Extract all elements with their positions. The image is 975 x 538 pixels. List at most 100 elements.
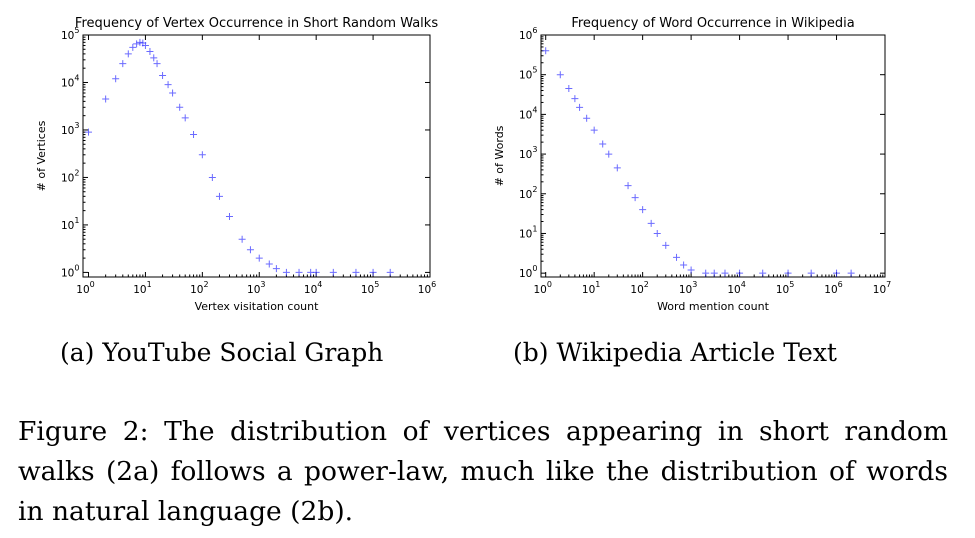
- data-point: [141, 42, 149, 50]
- y-tick-exponent: 3: [74, 121, 79, 130]
- y-tick-label: 102: [519, 185, 537, 201]
- data-point: [662, 241, 670, 249]
- data-point: [255, 254, 263, 262]
- y-tick-base: 10: [519, 149, 532, 161]
- y-tick-base: 10: [519, 70, 532, 82]
- x-tick-exponent: 1: [147, 280, 152, 289]
- data-point: [124, 50, 132, 58]
- subcaption-a: (a) YouTube Social Graph: [60, 338, 384, 367]
- x-tick-label: 105: [776, 280, 794, 296]
- data-point: [112, 75, 120, 83]
- x-tick-label: 102: [630, 280, 648, 296]
- y-tick-label: 101: [519, 224, 537, 240]
- x-tick-label: 106: [824, 280, 842, 296]
- data-point: [847, 269, 855, 277]
- x-tick-base: 10: [630, 284, 643, 296]
- data-point: [208, 173, 216, 181]
- y-tick-exponent: 2: [74, 168, 79, 177]
- x-tick-base: 10: [361, 284, 374, 296]
- data-point: [736, 269, 744, 277]
- x-tick-base: 10: [76, 284, 89, 296]
- data-point: [605, 150, 613, 158]
- y-tick-base: 10: [61, 267, 74, 279]
- x-tick-label: 100: [533, 280, 551, 296]
- y-tick-label: 103: [61, 121, 79, 137]
- x-tick-base: 10: [247, 284, 260, 296]
- data-point: [198, 151, 206, 159]
- data-point: [150, 54, 158, 62]
- data-point: [639, 206, 647, 214]
- x-tick-label: 104: [727, 280, 745, 296]
- y-tick-exponent: 3: [532, 145, 537, 154]
- data-point: [295, 268, 303, 276]
- figure-caption: Figure 2: The distribution of vertices a…: [18, 416, 948, 527]
- x-tick-label: 103: [247, 280, 265, 296]
- data-point: [312, 268, 320, 276]
- data-point: [136, 38, 144, 46]
- x-tick-base: 10: [133, 284, 146, 296]
- subcaption-b: (b) Wikipedia Article Text: [513, 338, 837, 367]
- data-point: [687, 266, 695, 274]
- x-tick-exponent: 4: [741, 280, 746, 289]
- y-tick-exponent: 0: [532, 264, 537, 273]
- data-point: [181, 114, 189, 122]
- y-tick-label: 105: [61, 26, 79, 42]
- data-point: [225, 213, 233, 221]
- y-tick-exponent: 1: [74, 216, 79, 225]
- x-tick-base: 10: [582, 284, 595, 296]
- x-tick-base: 10: [776, 284, 789, 296]
- data-point: [702, 269, 710, 277]
- data-point: [653, 229, 661, 237]
- x-tick-label: 101: [133, 280, 151, 296]
- x-tick-label: 101: [582, 280, 600, 296]
- x-tick-exponent: 6: [431, 280, 436, 289]
- y-tick-label: 101: [61, 216, 79, 232]
- y-tick-exponent: 6: [532, 26, 537, 35]
- x-tick-exponent: 0: [90, 280, 95, 289]
- data-point: [146, 47, 154, 55]
- y-tick-exponent: 1: [532, 224, 537, 233]
- y-tick-exponent: 5: [532, 66, 537, 75]
- data-point: [85, 128, 93, 136]
- data-point: [576, 103, 584, 111]
- y-tick-base: 10: [61, 125, 74, 137]
- x-tick-exponent: 0: [547, 280, 552, 289]
- x-tick-base: 10: [533, 284, 546, 296]
- chart-title: Frequency of Word Occurrence in Wikipedi…: [571, 16, 854, 31]
- data-point: [272, 265, 280, 273]
- data-point: [159, 72, 167, 80]
- data-point: [282, 268, 290, 276]
- chart-youtube-vertex-frequency: Frequency of Vertex Occurrence in Short …: [0, 0, 485, 335]
- y-tick-label: 105: [519, 66, 537, 82]
- x-tick-base: 10: [873, 284, 886, 296]
- x-tick-exponent: 7: [886, 280, 891, 289]
- x-tick-exponent: 3: [692, 280, 697, 289]
- data-point: [215, 192, 223, 200]
- x-tick-exponent: 5: [374, 280, 379, 289]
- y-tick-base: 10: [519, 189, 532, 201]
- data-point: [556, 71, 564, 79]
- x-tick-label: 104: [304, 280, 322, 296]
- x-tick-label: 105: [361, 280, 379, 296]
- y-tick-base: 10: [61, 220, 74, 232]
- data-point: [119, 60, 127, 68]
- data-point: [721, 269, 729, 277]
- data-point: [613, 164, 621, 172]
- x-tick-exponent: 6: [838, 280, 843, 289]
- x-tick-base: 10: [824, 284, 837, 296]
- y-tick-exponent: 0: [74, 263, 79, 272]
- plot-frame: [540, 34, 886, 278]
- chart-b-svg: Frequency of Word Occurrence in Wikipedi…: [493, 16, 891, 313]
- chart-wikipedia-word-frequency: Frequency of Word Occurrence in Wikipedi…: [490, 0, 975, 335]
- data-point: [246, 246, 254, 254]
- plot-frame: [82, 34, 431, 278]
- x-tick-base: 10: [418, 284, 431, 296]
- y-tick-label: 102: [61, 168, 79, 184]
- y-tick-base: 10: [519, 228, 532, 240]
- data-point: [238, 235, 246, 243]
- y-tick-label: 100: [519, 264, 537, 280]
- y-tick-base: 10: [519, 30, 532, 42]
- y-tick-label: 100: [61, 263, 79, 279]
- data-point: [833, 269, 841, 277]
- x-tick-exponent: 2: [203, 280, 208, 289]
